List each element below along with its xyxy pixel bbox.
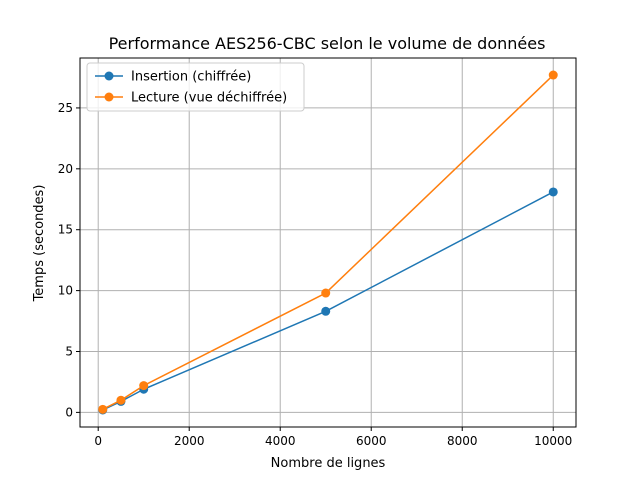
legend-box [86, 62, 305, 112]
legend-marker-insertion [104, 71, 114, 81]
legend-marker-lecture [104, 92, 114, 102]
plot-frame [79, 57, 577, 428]
chart-title: Performance AES256-CBC selon le volume d… [109, 34, 546, 53]
grid-lines [80, 58, 576, 427]
legend: Insertion (chiffrée) Lecture (vue déchif… [86, 62, 305, 112]
x-tick-label: 10000 [534, 434, 572, 448]
legend-label-insertion: Insertion (chiffrée) [131, 70, 251, 85]
plot-area [80, 58, 576, 427]
data-point-insertion [548, 187, 558, 197]
data-point-lecture [116, 395, 126, 405]
y-tick-label: 0 [65, 405, 73, 419]
x-axis-label: Nombre de lignes [271, 456, 386, 471]
y-tick-label: 25 [58, 101, 73, 115]
x-tick-label: 8000 [447, 434, 478, 448]
data-point-lecture [98, 404, 108, 414]
x-axis: 0 2000 4000 6000 8000 10000 [94, 427, 572, 448]
data-point-lecture [548, 70, 558, 80]
y-axis-label: Temps (secondes) [32, 185, 47, 303]
x-tick-label: 0 [94, 434, 102, 448]
data-point-lecture [139, 381, 149, 391]
series-layer [98, 70, 558, 415]
y-tick-label: 20 [58, 162, 73, 176]
x-tick-label: 6000 [356, 434, 387, 448]
series-lecture [98, 70, 558, 414]
y-tick-label: 5 [65, 344, 73, 358]
y-tick-label: 15 [58, 223, 73, 237]
y-axis: 0 5 10 15 20 25 [58, 101, 80, 419]
x-tick-label: 2000 [174, 434, 205, 448]
y-tick-label: 10 [58, 284, 73, 298]
data-point-insertion [321, 306, 331, 316]
x-tick-label: 4000 [265, 434, 296, 448]
legend-label-lecture: Lecture (vue déchiffrée) [131, 91, 287, 106]
data-point-lecture [321, 288, 331, 298]
